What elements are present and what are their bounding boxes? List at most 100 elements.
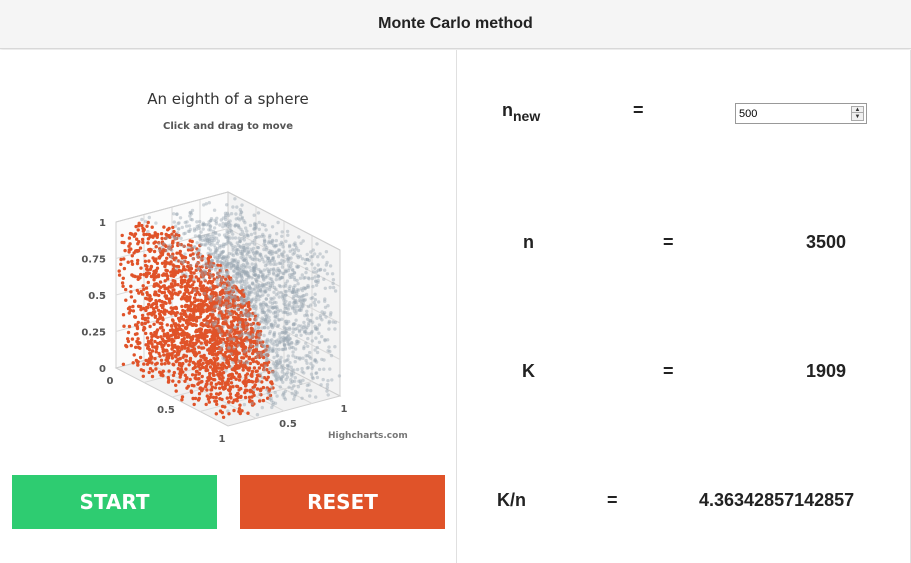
point-outside [241, 246, 246, 250]
point-inside [161, 247, 165, 252]
start-button[interactable]: START [12, 475, 217, 529]
point-outside [311, 284, 315, 289]
point-inside [190, 323, 194, 327]
stepper-down-icon[interactable]: ▼ [854, 114, 861, 120]
point-outside [299, 381, 303, 385]
point-outside [260, 234, 264, 238]
point-outside [313, 292, 317, 296]
point-inside [171, 279, 175, 283]
point-inside [212, 334, 216, 339]
n-new-stepper[interactable]: ▲ ▼ [851, 106, 864, 121]
point-outside [290, 290, 295, 294]
point-outside [306, 323, 311, 327]
point-inside [226, 349, 230, 353]
point-outside [249, 322, 253, 327]
point-outside [274, 243, 279, 248]
point-inside [174, 389, 178, 393]
point-inside [221, 281, 225, 285]
point-inside [144, 286, 149, 290]
point-outside [317, 367, 322, 372]
point-outside [293, 347, 298, 351]
point-outside [230, 291, 234, 295]
point-inside [214, 369, 219, 374]
point-outside [330, 272, 335, 276]
point-outside [239, 227, 243, 231]
point-inside [167, 285, 171, 289]
point-outside [314, 327, 318, 331]
point-outside [306, 283, 310, 288]
point-outside [226, 224, 230, 228]
point-outside [239, 283, 244, 288]
point-inside [184, 358, 188, 362]
point-outside [324, 250, 329, 254]
point-inside [208, 255, 213, 259]
point-outside [238, 271, 242, 275]
point-outside [202, 243, 206, 247]
point-outside [248, 223, 253, 228]
point-outside [291, 371, 296, 376]
point-outside [282, 343, 286, 347]
point-inside [206, 314, 210, 318]
point-outside [290, 374, 294, 378]
point-outside [250, 240, 254, 245]
point-outside [154, 221, 158, 225]
point-inside [225, 360, 229, 365]
point-inside [213, 386, 218, 390]
point-outside [242, 235, 247, 239]
point-outside [217, 282, 221, 287]
point-inside [139, 289, 143, 294]
point-inside [130, 262, 135, 266]
point-inside [228, 356, 233, 361]
stepper-up-icon[interactable]: ▲ [852, 107, 863, 113]
point-outside [252, 227, 256, 231]
chart-container[interactable]: 0 0.25 0.5 0.75 1 0 0.5 1 0.5 1 An eighth of a sp… [60, 80, 420, 460]
point-inside [204, 364, 209, 369]
n-new-input[interactable] [736, 104, 848, 123]
point-outside [260, 326, 264, 330]
point-outside [308, 394, 312, 398]
point-outside [238, 239, 242, 243]
point-outside [301, 356, 305, 360]
point-inside [174, 383, 178, 387]
point-outside [289, 264, 293, 269]
point-outside [217, 256, 221, 260]
chart-credits-link[interactable]: Highcharts.com [328, 431, 408, 441]
point-inside [253, 317, 257, 322]
point-outside [328, 264, 333, 268]
point-inside [212, 277, 216, 281]
point-outside [273, 401, 278, 405]
point-outside [251, 304, 255, 309]
point-inside [217, 366, 221, 370]
point-inside [271, 369, 275, 374]
point-outside [252, 269, 256, 274]
point-outside [283, 327, 287, 331]
point-inside [201, 300, 205, 304]
point-outside [230, 258, 234, 262]
point-outside [239, 314, 243, 318]
point-outside [252, 269, 256, 273]
point-outside [226, 265, 230, 269]
point-outside [300, 370, 304, 374]
point-inside [218, 391, 222, 395]
point-outside [188, 227, 193, 232]
point-outside [201, 221, 206, 225]
reset-button[interactable]: RESET [240, 475, 445, 529]
point-outside [239, 272, 244, 276]
point-inside [224, 366, 229, 370]
point-outside [260, 405, 264, 410]
point-outside [233, 258, 238, 262]
point-inside [188, 359, 192, 363]
point-inside [183, 255, 188, 260]
point-inside [153, 231, 157, 235]
point-inside [148, 358, 152, 363]
point-outside [234, 266, 238, 270]
point-inside [180, 398, 184, 402]
point-inside [248, 332, 252, 336]
point-outside [226, 309, 230, 314]
point-outside [301, 239, 305, 243]
point-outside [306, 336, 310, 341]
point-outside [291, 296, 295, 300]
point-outside [311, 254, 315, 259]
point-outside [259, 285, 263, 289]
